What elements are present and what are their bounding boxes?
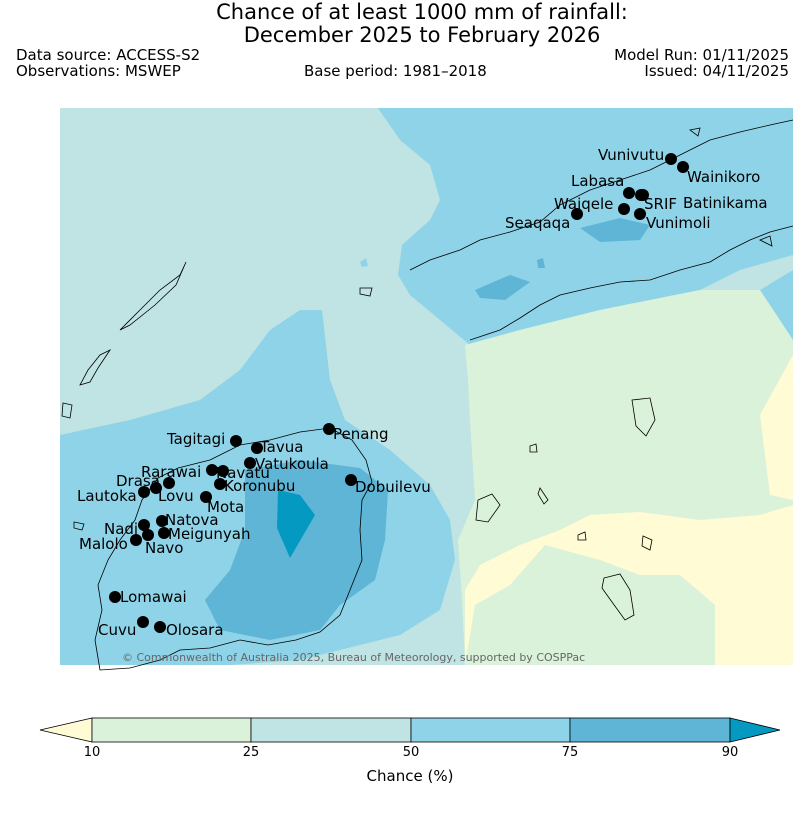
station-label: Vunivutu <box>598 146 664 164</box>
chart-title-line1: Chance of at least 1000 mm of rainfall: <box>216 0 628 24</box>
colorbar-under-arrow <box>39 717 93 743</box>
station-label: Koronubu <box>224 477 295 495</box>
station-label: Malolo <box>79 535 128 553</box>
station-marker <box>206 464 218 476</box>
station-marker <box>571 208 583 220</box>
station-marker <box>138 486 150 498</box>
colorbar-label: Chance (%) <box>366 767 454 785</box>
station-marker <box>156 515 168 527</box>
station-label: Vatukoula <box>255 455 329 473</box>
colorbar-segment-75-90 <box>569 717 731 743</box>
colorbar-segment-10-25 <box>91 717 252 743</box>
station-label: Meigunyah <box>168 525 250 543</box>
colorbar-tick: 75 <box>561 745 579 760</box>
station-label: Lautoka <box>77 487 137 505</box>
station-label: Drasa <box>116 472 160 490</box>
station-label: Lomawai <box>120 588 187 606</box>
station-marker <box>200 491 212 503</box>
station-marker <box>244 457 256 469</box>
station-marker <box>251 442 263 454</box>
colorbar-segment-50-75 <box>410 717 571 743</box>
station-label: Cuvu <box>98 621 136 639</box>
station-marker <box>163 477 175 489</box>
colorbar-tick: 10 <box>83 745 101 760</box>
base-period-label: Base period: 1981–2018 <box>304 62 487 80</box>
data-source-label: Data source: ACCESS-S2 <box>16 46 201 64</box>
station-label: Navatu <box>216 464 270 482</box>
station-label: SRIF <box>644 195 677 213</box>
station-marker <box>618 203 630 215</box>
station-label: Wainikoro <box>687 168 760 186</box>
station-label: Lovu <box>158 487 194 505</box>
copyright-notice: © Commonwealth of Australia 2025, Bureau… <box>122 651 585 664</box>
station-marker <box>623 187 635 199</box>
colorbar-tick: 50 <box>402 745 420 760</box>
station-label: Navo <box>145 539 183 557</box>
station-marker <box>109 591 121 603</box>
station-marker <box>137 616 149 628</box>
station-marker <box>154 621 166 633</box>
station-marker <box>214 478 226 490</box>
station-label: Batinikama <box>683 194 768 212</box>
station-label: Seaqaqa <box>505 214 570 232</box>
station-label: Olosara <box>166 621 224 639</box>
colorbar-segment-25-50 <box>250 717 412 743</box>
issued-label: Issued: 04/11/2025 <box>644 62 789 80</box>
probability-shading <box>60 108 793 665</box>
station-label: Rarawai <box>141 463 201 481</box>
station-marker <box>150 482 162 494</box>
observations-label: Observations: MSWEP <box>16 62 181 80</box>
station-marker <box>677 161 689 173</box>
station-label: Tagitagi <box>166 430 225 448</box>
station-marker <box>634 208 646 220</box>
station-label: Penang <box>333 425 388 443</box>
station-marker <box>142 529 154 541</box>
station-marker <box>217 465 229 477</box>
station-marker <box>345 474 357 486</box>
station-marker <box>138 519 150 531</box>
station-marker <box>158 527 170 539</box>
station-label: Tavua <box>259 438 303 456</box>
station-marker <box>665 153 677 165</box>
station-label: Nadi <box>104 520 138 538</box>
station-label: Vunimoli <box>646 214 711 232</box>
station-marker <box>230 435 242 447</box>
station-marker <box>323 423 335 435</box>
coastlines <box>61 119 794 671</box>
rainfall-probability-map: Vunivutu Wainikoro Labasa Waiqele SRIF Batini… <box>60 108 794 671</box>
model-run-label: Model Run: 01/11/2025 <box>614 46 789 64</box>
colorbar-tick: 25 <box>242 745 260 760</box>
colorbar-tick: 90 <box>721 745 739 760</box>
station-label: Waiqele <box>554 195 613 213</box>
station-label: Natova <box>165 511 219 529</box>
station-marker <box>637 189 649 201</box>
station-label: Labasa <box>571 172 624 190</box>
station-label: Mota <box>207 498 244 516</box>
chart-title-line2: December 2025 to February 2026 <box>243 23 601 47</box>
station-label: Dobuilevu <box>355 478 431 496</box>
station-marker <box>130 534 142 546</box>
colorbar-over-arrow <box>729 717 781 743</box>
station-markers: Vunivutu Wainikoro Labasa Waiqele SRIF Batini… <box>77 146 768 639</box>
